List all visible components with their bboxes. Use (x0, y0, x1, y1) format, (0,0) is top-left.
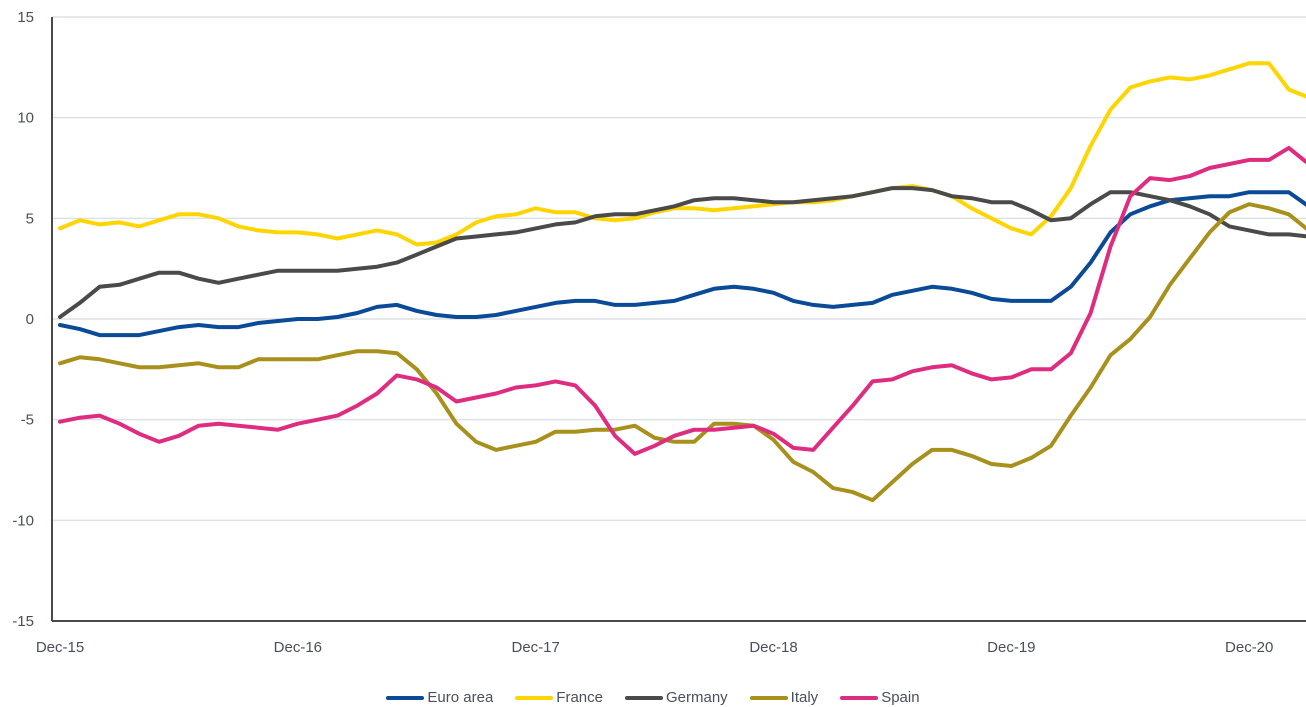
x-tick-label: Dec-18 (749, 639, 797, 656)
x-tick-label: Dec-15 (36, 639, 84, 656)
series-line-spain (58, 145, 1306, 456)
legend-swatch-italy (749, 696, 788, 700)
series-lines (58, 61, 1306, 503)
legend: Euro area France Germany Italy Spain (0, 689, 1306, 707)
series-line-germany (58, 186, 1306, 319)
series-line-italy (58, 202, 1306, 503)
x-tick-label: Dec-19 (987, 639, 1035, 656)
legend-item-euro-area: Euro area (386, 689, 493, 707)
legend-item-germany: Germany (624, 689, 728, 707)
y-tick-label: 0 (26, 311, 34, 328)
legend-swatch-euro-area (386, 696, 425, 700)
y-tick-label: 5 (26, 210, 34, 227)
series-line-france (58, 61, 1306, 247)
y-tick-label: -15 (12, 613, 34, 630)
x-tick-label: Dec-16 (274, 639, 322, 656)
y-axis-tick-labels: -15 -10 -5 0 5 10 15 (12, 9, 34, 630)
legend-label-france: France (556, 689, 603, 706)
legend-item-france: France (515, 689, 603, 707)
x-tick-label: Dec-20 (1225, 639, 1273, 656)
x-tick-label: Dec-17 (512, 639, 560, 656)
y-tick-label: -5 (21, 412, 34, 429)
legend-swatch-germany (624, 696, 663, 700)
legend-swatch-spain (840, 696, 879, 700)
legend-label-italy: Italy (790, 689, 819, 706)
x-axis-tick-labels: Dec-15 Dec-16 Dec-17 Dec-18 Dec-19 Dec-20 (36, 639, 1274, 656)
legend-swatch-france (515, 696, 554, 700)
y-tick-label: -10 (12, 512, 34, 529)
legend-item-italy: Italy (749, 689, 819, 707)
legend-label-germany: Germany (665, 689, 728, 706)
legend-item-spain: Spain (840, 689, 920, 707)
gridlines (52, 16, 1306, 522)
legend-label-spain: Spain (881, 689, 920, 706)
y-tick-label: 15 (17, 9, 34, 26)
legend-label-euro-area: Euro area (427, 689, 494, 706)
y-tick-label: 10 (17, 110, 34, 127)
series-line-euro-area (58, 190, 1306, 338)
